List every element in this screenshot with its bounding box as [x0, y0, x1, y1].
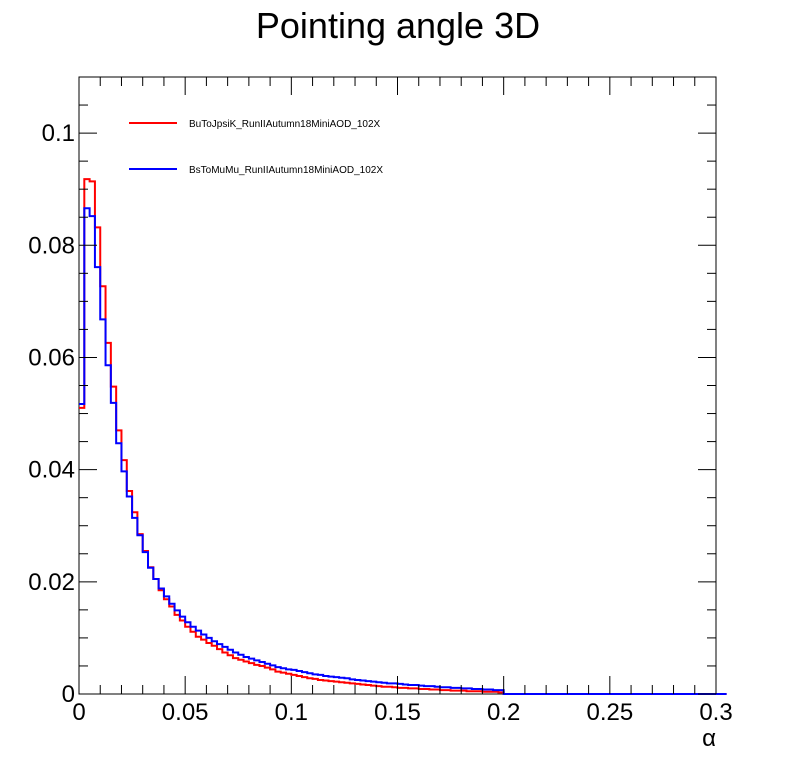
y-tick-label: 0.1 — [42, 120, 75, 147]
series-line-0 — [79, 178, 727, 695]
x-tick-label: 0.15 — [374, 699, 421, 726]
x-tick-label: 0.2 — [487, 699, 520, 726]
x-axis-label: α — [702, 725, 716, 752]
x-tick-label: 0.25 — [586, 699, 633, 726]
x-tick-label: 0 — [72, 699, 85, 726]
x-tick-label: 0.1 — [275, 699, 308, 726]
x-tick-label: 0.3 — [699, 699, 732, 726]
y-tick-label: 0.06 — [28, 344, 75, 371]
ticks-layer: 0 0.05 0.1 0.15 0.2 0.25 0.3 0 0.02 0.04 0.06 0.08 0… — [28, 76, 733, 726]
y-tick-label: 0.08 — [28, 232, 75, 259]
series-line-1 — [79, 207, 727, 695]
legend-label-0: BuToJpsiK_RunIIAutumn18MiniAOD_102X — [189, 119, 381, 130]
x-tick-label: 0.05 — [162, 699, 209, 726]
legend-label-1: BsToMuMu_RunIIAutumn18MiniAOD_102X — [189, 165, 383, 176]
series-layer — [79, 178, 727, 695]
y-tick-label: 0.02 — [28, 569, 75, 596]
y-tick-label: 0 — [62, 681, 75, 708]
y-tick-label: 0.04 — [28, 457, 75, 484]
legend: BuToJpsiK_RunIIAutumn18MiniAOD_102X BsToM… — [129, 119, 383, 176]
chart-title: Pointing angle 3D — [256, 5, 540, 46]
